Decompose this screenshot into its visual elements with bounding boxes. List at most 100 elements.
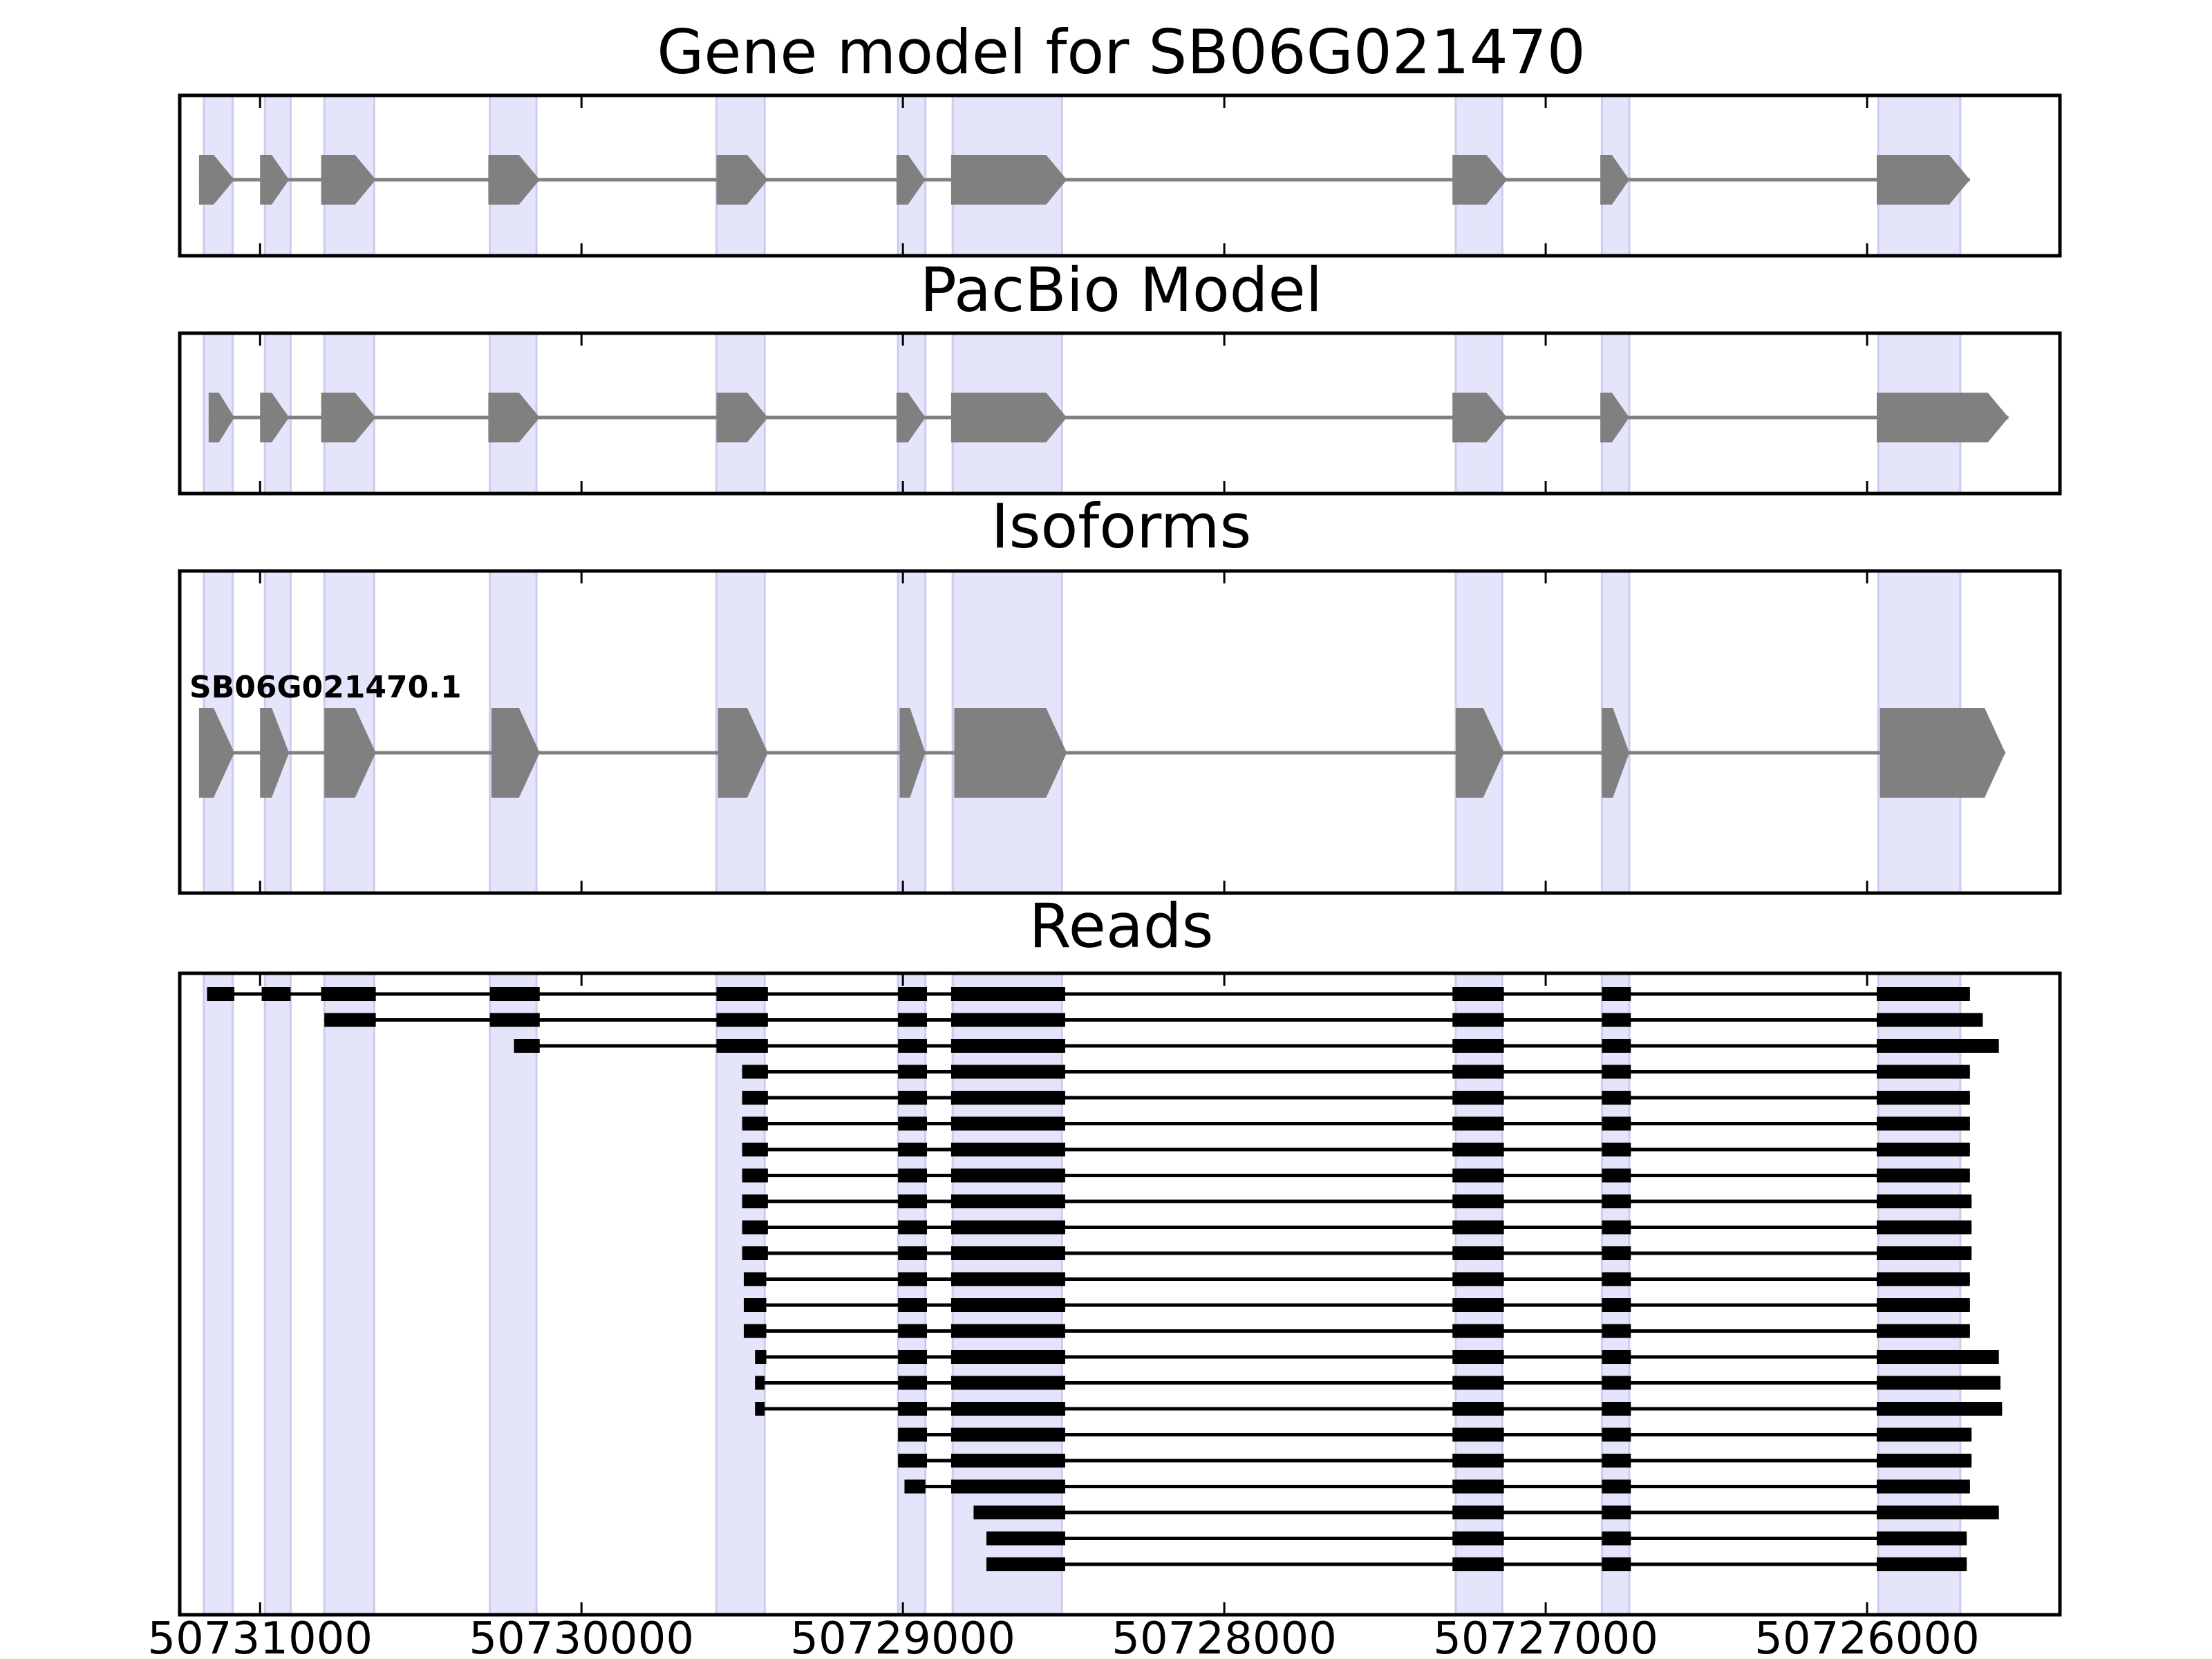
read-exon-block [898, 1116, 928, 1131]
read-exon-block [898, 1427, 928, 1442]
read-exon-block [321, 987, 376, 1001]
read-exon-block [1602, 1324, 1631, 1338]
read-exon-block [950, 1427, 1065, 1442]
read-exon-block [950, 987, 1065, 1001]
read-exon-block [1876, 1350, 1999, 1364]
read-exon-block [950, 1091, 1065, 1105]
read-exon-block [489, 987, 540, 1001]
read-exon-block [324, 1013, 376, 1027]
read-exon-block [950, 1194, 1065, 1208]
read-exon-block [1602, 987, 1631, 1001]
read-exon-block [950, 1168, 1065, 1183]
read-exon-block [207, 987, 235, 1001]
exon-arrow [716, 155, 768, 205]
read-exon-block [1602, 1531, 1631, 1546]
exon-arrow [899, 708, 926, 798]
exon-arrow [260, 155, 290, 205]
read-exon-block [1602, 1116, 1631, 1131]
read-exon-block [898, 1402, 928, 1416]
read-track [898, 1427, 1972, 1442]
read-exon-block [1602, 1039, 1631, 1053]
read-exon-block [1452, 1065, 1504, 1079]
axes-frame [178, 971, 2062, 1617]
isoform-label: SB06G021470.1 [189, 670, 462, 705]
read-exon-block [1876, 1013, 1983, 1027]
exon-arrow [208, 393, 234, 442]
read-exon-block [950, 1350, 1065, 1364]
read-exon-block [1876, 1143, 1970, 1156]
read-track [755, 1350, 1999, 1364]
read-exon-block [1602, 1143, 1631, 1156]
read-exon-block [898, 1194, 928, 1208]
exon-arrow [491, 708, 540, 798]
read-exon-block [1602, 1246, 1631, 1260]
x-tick-label: 50729000 [790, 1613, 1015, 1659]
x-tick-label: 50728000 [1112, 1613, 1337, 1659]
read-exon-block [755, 1376, 765, 1390]
isoforms-plot: SB06G021470.1 [178, 569, 2062, 895]
read-track [742, 1220, 1972, 1235]
read-exon-block [742, 1116, 768, 1131]
read-exon-block [950, 1246, 1065, 1260]
read-exon-block [1602, 1272, 1631, 1286]
exon-arrow [1880, 708, 2005, 798]
read-exon-block [1452, 1350, 1504, 1364]
x-tick-label: 50726000 [1754, 1613, 1980, 1659]
read-exon-block [1876, 1272, 1970, 1286]
read-exon-block [1602, 1376, 1631, 1390]
reads-title: Reads [1029, 890, 1214, 962]
read-track [744, 1324, 1970, 1338]
read-exon-block [742, 1220, 768, 1235]
read-exon-block [1452, 1506, 1504, 1519]
read-track [324, 1013, 1983, 1027]
read-exon-block [898, 1039, 928, 1053]
read-exon-block [898, 1272, 928, 1286]
exon-arrow [198, 708, 234, 798]
read-exon-block [744, 1324, 767, 1338]
read-exon-block [755, 1350, 767, 1364]
read-exon-block [1876, 1246, 1972, 1260]
read-exon-block [1452, 1091, 1504, 1105]
exon-arrow [260, 708, 290, 798]
exon-arrow [1877, 155, 1970, 205]
exon-arrow [321, 155, 376, 205]
exon-arrow [954, 708, 1067, 798]
read-exon-block [898, 1013, 928, 1027]
exon-arrow [321, 393, 376, 442]
read-exon-block [1876, 1427, 1972, 1442]
read-exon-block [744, 1272, 767, 1286]
read-exon-block [898, 1168, 928, 1183]
read-exon-block [1452, 1039, 1504, 1053]
read-exon-block [898, 987, 928, 1001]
exon-arrow [950, 393, 1067, 442]
read-exon-block [950, 1376, 1065, 1390]
read-exon-block [1602, 1168, 1631, 1183]
pacbio-model-title: PacBio Model [920, 254, 1322, 326]
read-track [742, 1168, 1970, 1183]
read-exon-block [898, 1454, 928, 1468]
read-track [744, 1298, 1970, 1312]
read-exon-block [1876, 1168, 1970, 1183]
read-track [742, 1194, 1972, 1208]
read-exon-block [1876, 1194, 1972, 1208]
read-exon-block [742, 1168, 768, 1183]
read-exon-block [1876, 1506, 1999, 1519]
read-exon-block [1602, 1091, 1631, 1105]
read-exon-block [1876, 987, 1970, 1001]
axes-frame [178, 93, 2062, 258]
read-exon-block [898, 1091, 928, 1105]
read-track [904, 1479, 1970, 1494]
read-exon-block [742, 1143, 768, 1156]
exon-arrow [896, 393, 926, 442]
x-tick-label: 50731000 [147, 1613, 373, 1659]
read-exon-block [1452, 1557, 1504, 1571]
read-track [514, 1039, 1999, 1053]
read-exon-block [1602, 1427, 1631, 1442]
panel-isoforms: Isoforms SB06G021470.1 [178, 491, 2062, 895]
read-exon-block [1602, 1298, 1631, 1312]
read-exon-block [742, 1246, 768, 1260]
read-exon-block [1876, 1376, 2000, 1390]
read-exon-block [1876, 1454, 1972, 1468]
exon-highlight-band [897, 972, 927, 1616]
read-exon-block [1602, 1479, 1631, 1494]
